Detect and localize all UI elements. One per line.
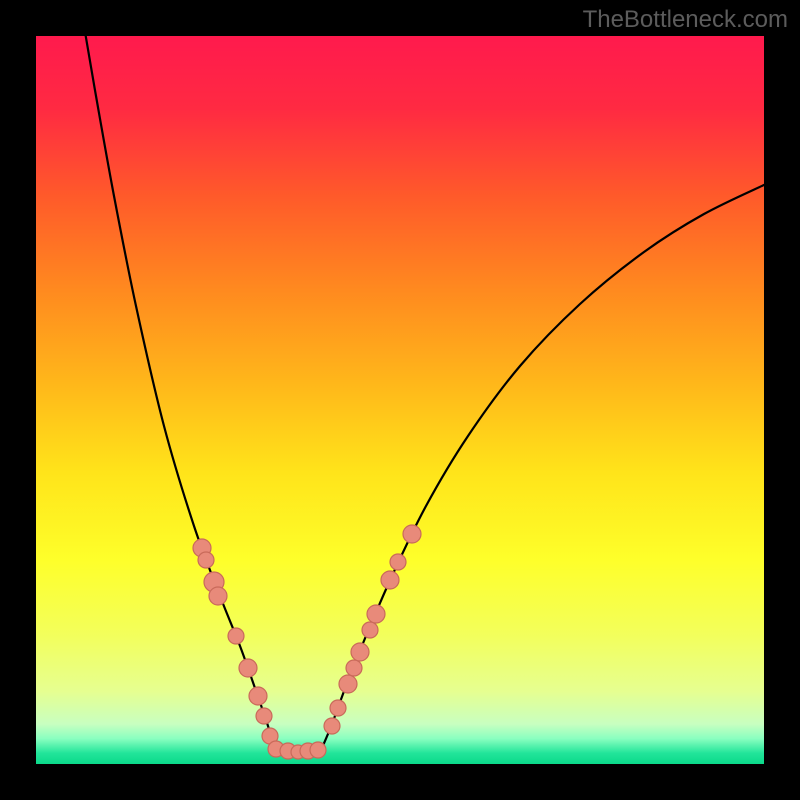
marker-right-9 (403, 525, 421, 543)
marker-left-7 (256, 708, 272, 724)
marker-right-0 (324, 718, 340, 734)
plot-area (36, 36, 764, 764)
right-curve (322, 184, 764, 748)
curve-markers (193, 525, 421, 759)
marker-left-3 (209, 587, 227, 605)
watermark-text: TheBottleneck.com (583, 6, 788, 34)
marker-left-4 (228, 628, 244, 644)
marker-right-1 (330, 700, 346, 716)
marker-left-6 (249, 687, 267, 705)
left-curve (84, 36, 274, 748)
marker-right-5 (362, 622, 378, 638)
marker-right-7 (381, 571, 399, 589)
marker-right-4 (351, 643, 369, 661)
marker-right-2 (339, 675, 357, 693)
chart-svg (36, 36, 764, 764)
marker-left-1 (198, 552, 214, 568)
marker-left-5 (239, 659, 257, 677)
marker-right-3 (346, 660, 362, 676)
marker-bottom-4 (310, 742, 326, 758)
marker-right-6 (367, 605, 385, 623)
marker-right-8 (390, 554, 406, 570)
